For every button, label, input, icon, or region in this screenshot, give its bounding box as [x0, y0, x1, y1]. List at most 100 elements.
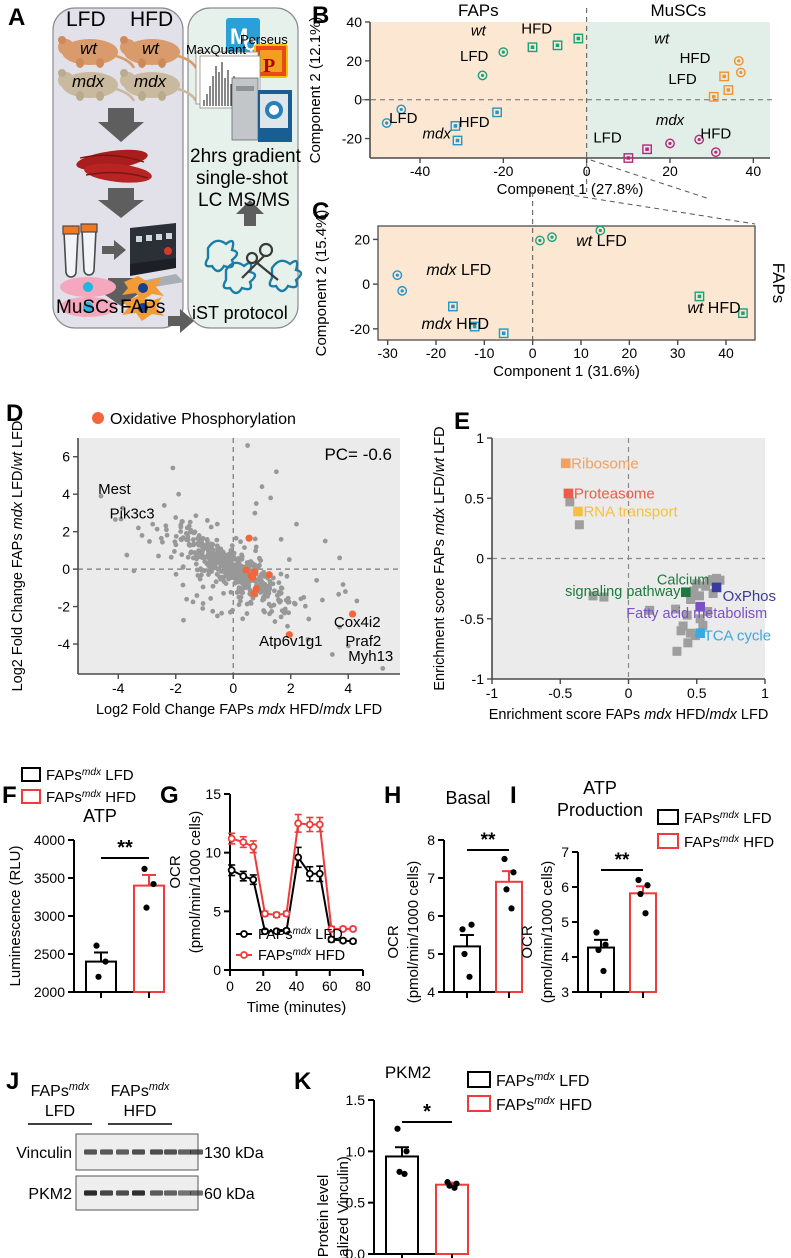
point-muscs-wt-lfd	[719, 71, 730, 82]
blot-band	[150, 1149, 163, 1155]
panel-d-plot: Oxidative Phosphorylation -4 -2 0 2 4 -4 -2 0 2 4 6…	[10, 411, 400, 718]
y-tick-label: 4	[427, 984, 435, 1000]
panel-b: B -40 -20 0 20 40 -20 0 20 40 FAPs MuSCs Component …	[300, 0, 791, 199]
legend-marker-oxphos	[92, 412, 104, 424]
enrichment-point-tca	[695, 628, 705, 639]
panel-d-label: D	[6, 400, 24, 427]
panel-a-protocol-label: iST protocol	[192, 303, 288, 323]
y-tick-label: 0.0	[346, 1246, 366, 1258]
legend-label-hfd: FAPsmdx HFD	[684, 834, 774, 852]
ist-protocol-icon	[204, 239, 303, 295]
point-faps-wt-lfd	[477, 70, 488, 81]
panel-k-plot: 0.0 0.5 1.0 1.5 * PKM2 Protein level (normalize…	[315, 1063, 592, 1258]
legend-label-hfd: FAPsmdx HFD	[496, 1095, 592, 1114]
y-tick-label: 1.0	[346, 1143, 366, 1159]
legend-swatch-lfd	[21, 767, 41, 782]
significance-label: *	[423, 1101, 431, 1123]
right-arrow-2	[168, 309, 194, 333]
x-axis-label: Time (minutes)	[247, 999, 346, 1016]
gene-label-praf2: Praf2	[345, 633, 381, 650]
y-axis-label: Component 2 (15.4%)	[313, 210, 330, 357]
blot-band	[190, 1149, 203, 1155]
x-tick-label: 1	[761, 685, 769, 701]
group2-header: FAPsmdx	[111, 1081, 170, 1100]
gene-label-pik3c3: Pik3c3	[110, 506, 155, 523]
musc-cells	[60, 277, 116, 317]
mass-spectrometer	[231, 77, 292, 142]
panel-a-diagram: M Q P	[52, 7, 303, 333]
mouse-wt-hfd	[120, 36, 198, 69]
label-tca-cycle: TCA cycle	[704, 628, 772, 645]
y-tick-label: -4	[58, 636, 71, 652]
panel-k: K 0.0 0.5 1.0 1.5 * PKM2 Protein level (normali…	[290, 1046, 791, 1258]
y-axis-label-1: OCR	[519, 925, 536, 959]
y-tick-label: -0.5	[460, 611, 484, 627]
x-tick-label: -30	[378, 345, 398, 361]
panel-a-mdx-2: mdx	[134, 72, 167, 91]
label-oxphos: OxPhos	[723, 588, 776, 605]
down-arrow-1	[98, 108, 144, 142]
enrichment-point-proteasome	[563, 488, 574, 499]
annotation-faps-mdx-hfd: HFD	[459, 114, 490, 131]
blot-band	[84, 1149, 97, 1155]
point-mdx-lfd	[392, 270, 403, 281]
x-tick-label: 0	[226, 978, 234, 994]
panel-f-plot: 2000 2500 3000 3500 4000 ** FAPsmdx LFD FAPsmdx…	[7, 767, 165, 1000]
x-tick-label: -20	[426, 345, 446, 361]
y-axis-label-2: (pmol/min/1000 cells)	[405, 861, 422, 1004]
panel-a-hfd-label: HFD	[130, 8, 174, 31]
panel-a-muscs-label: MuSCs	[56, 297, 119, 318]
faps-region	[370, 22, 587, 158]
y-tick-label: 1.5	[346, 1092, 366, 1108]
point-muscs-mdx-hfd	[694, 134, 705, 145]
panel-f-title: ATP	[83, 806, 117, 826]
x-tick-label: -20	[493, 163, 513, 179]
panel-a-wt-1: wt	[80, 39, 97, 58]
annotation-muscs-mdx-hfd: HFD	[700, 126, 731, 143]
legend-label-lfd: FAPsmdx LFD	[684, 810, 772, 828]
panel-h: H 4 5 6 7 8 ** Basal OCR (pmol/min/1000 cells)	[382, 752, 523, 1042]
panel-e-plot: Ribosome Proteasome RNA transport Calciumsi…	[432, 426, 776, 723]
x-tick-label: 20	[622, 345, 638, 361]
enrichment-point-calcium	[681, 587, 691, 598]
legend-swatch-hfd	[657, 833, 679, 849]
fap-cells	[122, 276, 164, 321]
faps-side-label: FAPs	[769, 263, 788, 304]
blot-band	[164, 1149, 177, 1155]
panel-c-plot: -30 -20 -10 0 10 20 30 40 -20 0 20 Component 1 (31.…	[313, 189, 788, 380]
y-tick-label: 3	[561, 984, 569, 1000]
panel-f-label: F	[2, 782, 17, 809]
legend-label-lfd: FAPsmdx LFD	[496, 1071, 589, 1090]
panel-b-plot: -40 -20 0 20 40 -20 0 20 40 FAPs MuSCs Component 1 …	[307, 1, 774, 199]
label-fatty-acid-metabolism: Fatty acid metabolism	[626, 606, 767, 622]
blot-band	[100, 1149, 113, 1155]
legend-swatch-hfd	[21, 789, 41, 804]
enrichment-point-fatty	[695, 601, 705, 612]
y-axis-label: Component 2 (12.1%)	[307, 17, 324, 164]
blot-band	[178, 1149, 191, 1155]
legend-label-hfd: FAPsmdx HFD	[46, 789, 136, 807]
group1-diet: LFD	[45, 1103, 75, 1120]
annotation-faps-mdx: mdx	[422, 126, 451, 143]
scatter-points-grey	[98, 443, 386, 671]
y-tick-label: 0	[362, 276, 370, 292]
annotation-muscs-mdx: mdx	[656, 112, 685, 129]
panel-c: C -30 -20 -10 0 10 20 30 40 -20 0 20 Component 1 (3…	[300, 188, 791, 388]
zoom-connector	[590, 159, 707, 199]
blot-mw-pkm2: 60 kDa	[204, 1186, 255, 1203]
y-tick-label: 15	[205, 786, 221, 802]
blot-band	[164, 1190, 177, 1196]
blot-band	[100, 1190, 113, 1196]
x-tick-label: -4	[112, 680, 125, 696]
x-tick-label: 2	[287, 680, 295, 696]
panel-e: E Ribosome Proteasome RNA transport Calcium…	[420, 396, 791, 736]
y-axis-label-2: (normalized Vinculin)	[335, 1156, 352, 1258]
datapoints-hfd	[501, 855, 517, 912]
enrichment-point-ribosome	[560, 458, 571, 469]
y-tick-label: 0	[476, 551, 484, 567]
y-tick-label: 4	[561, 949, 569, 965]
svg-text:Q: Q	[244, 35, 257, 54]
maxquant-icon: M Q	[226, 18, 260, 54]
gene-label-mest: Mest	[98, 481, 131, 498]
x-tick-label: 40	[746, 163, 762, 179]
